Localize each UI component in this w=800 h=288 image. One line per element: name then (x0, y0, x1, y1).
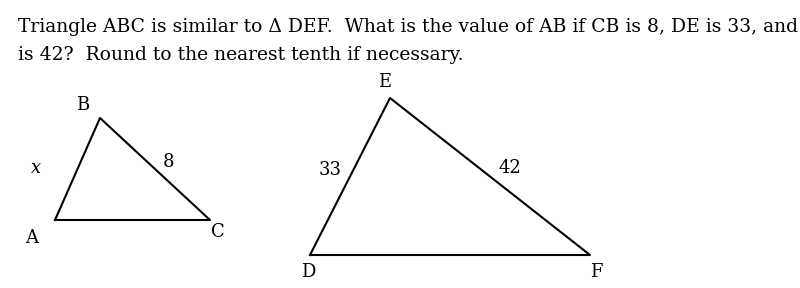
Text: E: E (378, 73, 391, 91)
Text: F: F (590, 263, 602, 281)
Text: A: A (26, 229, 38, 247)
Text: D: D (301, 263, 315, 281)
Text: is 42?  Round to the nearest tenth if necessary.: is 42? Round to the nearest tenth if nec… (18, 46, 463, 64)
Text: 33: 33 (318, 161, 342, 179)
Text: B: B (76, 96, 90, 114)
Text: x: x (31, 159, 41, 177)
Text: 42: 42 (498, 159, 522, 177)
Text: 8: 8 (162, 153, 174, 171)
Text: Triangle ABC is similar to Δ DEF.  What is the value of AB if CB is 8, DE is 33,: Triangle ABC is similar to Δ DEF. What i… (18, 18, 800, 36)
Text: C: C (211, 223, 225, 241)
